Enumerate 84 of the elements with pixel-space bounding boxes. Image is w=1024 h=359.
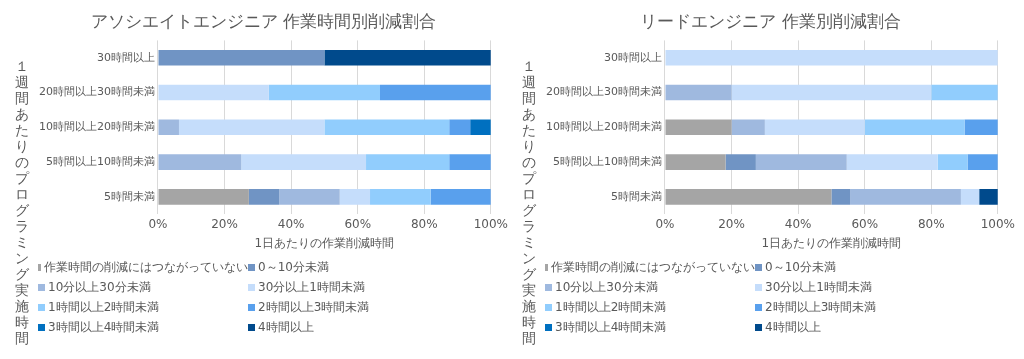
- legend-label: 1時間以上2時間未満: [555, 299, 667, 316]
- bar: [268, 84, 381, 101]
- legend-label: 0～10分未満: [765, 259, 836, 276]
- y-tick-label: 10時間以上20時間未満: [38, 120, 155, 134]
- x-tick-label: 0%: [148, 216, 168, 231]
- x-tick-label: 60%: [344, 216, 372, 231]
- bar: [324, 119, 450, 136]
- bar: [725, 154, 756, 170]
- x-axis-title: 1日あたりの作業削減時間: [761, 235, 902, 250]
- bar: [430, 189, 491, 205]
- legend-label: 1時間以上2時間未満: [48, 299, 160, 316]
- bar: [449, 154, 491, 170]
- legend-label: 4時間以上: [765, 319, 821, 336]
- y-tick-label: 5時間以上10時間未満: [45, 154, 155, 168]
- y-tick-label: 5時間未満: [103, 189, 155, 203]
- x-tick-label: 100%: [473, 216, 508, 231]
- legend-label: 3時間以上4時間未満: [555, 319, 667, 336]
- y-tick-label: 30時間以上: [603, 50, 662, 64]
- chart-title: アソシエイトエンジニア 作業時間別削減割合: [90, 10, 437, 31]
- text: １週間あたりのプログラミング実施時間: [14, 58, 29, 346]
- bar: [665, 49, 998, 66]
- bar: [931, 84, 998, 101]
- bar: [967, 154, 998, 170]
- bar: [864, 119, 965, 136]
- x-tick-label: 20%: [211, 216, 238, 231]
- legend-label: 30分以上1時間未満: [765, 279, 872, 296]
- y-tick-label: 5時間以上10時間未満: [552, 154, 662, 168]
- bar: [449, 119, 471, 136]
- bar: [339, 189, 371, 205]
- legend-label: 作業時間の削減にはつながっていない: [44, 259, 248, 276]
- bar: [665, 84, 732, 101]
- legend-label: 0～10分未満: [258, 259, 329, 276]
- bar: [380, 84, 491, 101]
- bar: [960, 189, 980, 205]
- bar: [665, 189, 832, 205]
- bar: [755, 154, 847, 170]
- y-tick-label: 30時間以上: [96, 50, 155, 64]
- bar: [665, 154, 726, 170]
- x-tick-label: 0%: [655, 216, 675, 231]
- bar: [937, 154, 968, 170]
- bar: [850, 189, 961, 205]
- bar: [158, 189, 249, 205]
- legend-label: 10分以上30分未満: [48, 279, 151, 296]
- bar: [158, 154, 242, 170]
- legend-label: 2時間以上3時間未満: [765, 299, 877, 316]
- legend-label: 30分以上1時間未満: [258, 279, 365, 296]
- y-tick-label: 20時間以上30時間未満: [545, 85, 662, 99]
- y-tick-label: 20時間以上30時間未満: [38, 85, 155, 99]
- x-tick-label: 80%: [917, 216, 945, 231]
- y-tick-label: 5時間未満: [610, 189, 662, 203]
- text: １週間あたりのプログラミング実施時間: [521, 58, 536, 346]
- bar: [665, 119, 732, 136]
- bar: [158, 49, 325, 66]
- bar: [831, 189, 851, 205]
- bar: [979, 189, 998, 205]
- bar: [324, 49, 491, 66]
- bar: [370, 189, 431, 205]
- bar: [241, 154, 367, 170]
- bar: [366, 154, 450, 170]
- x-tick-label: 40%: [277, 216, 305, 231]
- bar: [470, 119, 491, 136]
- bar: [158, 119, 179, 136]
- bar: [178, 119, 325, 136]
- bar: [731, 84, 932, 101]
- bar: [764, 119, 865, 136]
- legend-label: 4時間以上: [258, 319, 314, 336]
- y-tick-label: 10時間以上20時間未満: [545, 120, 662, 134]
- bar: [731, 119, 765, 136]
- bar: [846, 154, 938, 170]
- bar: [964, 119, 998, 136]
- bar: [279, 189, 340, 205]
- bar: [158, 84, 269, 101]
- bar: [248, 189, 280, 205]
- legend-label: 3時間以上4時間未満: [48, 319, 160, 336]
- x-tick-label: 80%: [410, 216, 438, 231]
- legend-label: 10分以上30分未満: [555, 279, 658, 296]
- x-axis-title: 1日あたりの作業削減時間: [254, 235, 395, 250]
- legend-label: 作業時間の削減にはつながっていない: [551, 259, 755, 276]
- x-tick-label: 20%: [718, 216, 745, 231]
- x-tick-label: 100%: [980, 216, 1015, 231]
- x-tick-label: 60%: [851, 216, 879, 231]
- legend-label: 2時間以上3時間未満: [258, 299, 370, 316]
- x-tick-label: 40%: [784, 216, 812, 231]
- chart-title: リードエンジニア 作業別削減割合: [640, 10, 901, 31]
